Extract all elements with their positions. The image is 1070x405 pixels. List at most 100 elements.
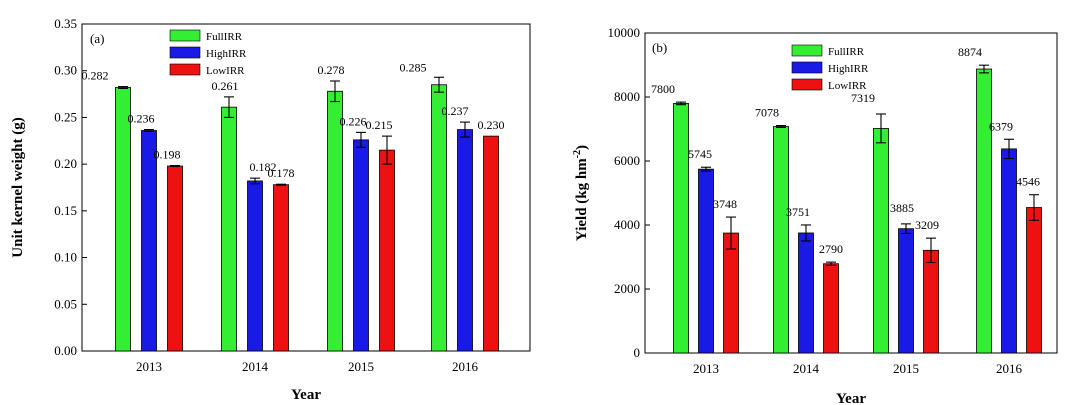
bar-highirr-2013: [698, 168, 714, 354]
bar-lowirr-2015: [379, 149, 395, 352]
error-bar: [901, 223, 911, 235]
error-bar: [144, 129, 154, 132]
error-bar: [876, 113, 886, 144]
error-bar: [356, 131, 366, 148]
panel-label: (a): [90, 31, 104, 46]
error-bar: [330, 80, 340, 103]
bar-fullirr-2013: [115, 87, 131, 352]
y-tick-label: 0.35: [54, 16, 77, 31]
data-label: 0.178: [268, 166, 295, 180]
data-label: 0.278: [318, 63, 345, 77]
error-bar: [979, 64, 989, 74]
bar-lowirr-2013: [167, 165, 183, 352]
y-axis-title-main: Unit kernel weight (g): [10, 117, 26, 257]
data-label: 7319: [851, 91, 875, 105]
bar-fullirr-2014: [221, 106, 237, 352]
data-label: 0.237: [442, 104, 469, 118]
bar-fullirr-2015: [873, 127, 889, 354]
bar-lowirr-2014: [823, 263, 839, 354]
y-tick-label: 0.05: [54, 296, 77, 311]
x-tick-label: 2015: [348, 359, 374, 374]
bar-fullirr-2016: [976, 68, 992, 354]
error-bar: [434, 76, 444, 93]
y-axis-title-superscript: -2: [572, 150, 583, 158]
data-label: 8874: [958, 45, 982, 59]
bar-fullirr-2013: [673, 103, 689, 354]
y-tick-label: 2000: [614, 281, 640, 296]
bar-fullirr-2014: [773, 126, 789, 354]
data-label: 4546: [1016, 175, 1040, 189]
data-label: 6379: [989, 119, 1013, 133]
error-bar: [826, 261, 836, 266]
bar-highirr-2016: [1001, 148, 1017, 354]
error-bar: [460, 121, 470, 138]
error-bar: [1004, 138, 1014, 160]
x-tick-label: 2015: [893, 361, 919, 376]
bar-highirr-2015: [898, 228, 914, 354]
legend-label: FullIRR: [828, 46, 865, 58]
x-tick-label: 2013: [136, 359, 162, 374]
error-bar: [926, 237, 936, 264]
y-axis-title-end: ): [574, 145, 590, 150]
bar-highirr-2013: [141, 130, 157, 352]
data-label: 0.215: [366, 118, 393, 132]
data-label: 0.261: [212, 79, 239, 93]
data-label: 3748: [713, 197, 737, 211]
legend-label: LowIRR: [828, 80, 867, 92]
x-tick-label: 2013: [693, 361, 719, 376]
data-label: 0.198: [154, 148, 181, 162]
error-bar: [224, 96, 234, 118]
legend-label: LowIRR: [206, 65, 245, 77]
legend-label: FullIRR: [206, 31, 243, 43]
legend-label: HighIRR: [828, 63, 869, 75]
bar-lowirr-2014: [273, 184, 289, 352]
legend-swatch: [791, 44, 823, 57]
y-tick-label: 0: [634, 345, 641, 360]
error-bar: [276, 183, 286, 186]
bar-fullirr-2016: [431, 84, 447, 352]
bar-lowirr-2016: [483, 135, 499, 352]
legend-swatch: [791, 78, 823, 91]
data-label: 5745: [688, 147, 712, 161]
y-tick-label: 4000: [614, 217, 640, 232]
x-tick-label: 2014: [793, 361, 820, 376]
error-bar: [250, 177, 260, 185]
x-tick-label: 2016: [996, 361, 1023, 376]
data-label: 0.226: [340, 114, 367, 128]
y-tick-label: 0.20: [54, 156, 77, 171]
y-tick-label: 0.10: [54, 250, 77, 265]
legend-swatch: [169, 46, 201, 59]
data-label: 0.182: [250, 160, 277, 174]
y-tick-label: 0.00: [54, 343, 77, 358]
y-tick-label: 10000: [608, 25, 641, 40]
bar-lowirr-2013: [723, 232, 739, 354]
bar-highirr-2015: [353, 139, 369, 352]
bar-highirr-2014: [798, 232, 814, 354]
bar-highirr-2014: [247, 180, 263, 352]
error-bar: [801, 224, 811, 242]
error-bar: [170, 164, 180, 168]
data-label: 0.236: [128, 112, 155, 126]
y-tick-label: 0.15: [54, 203, 77, 218]
legend-swatch: [169, 63, 201, 76]
chart-panel-b: 0 2000 4000 6000 8000 10000 2013 2014 2015 2016 78…: [572, 25, 1058, 405]
panel-label: (b): [652, 40, 667, 55]
error-bar: [676, 101, 686, 106]
error-bar: [776, 124, 786, 129]
chart-panel-a: 0.00 0.05 0.10 0.15 0.20 0.25 0.30 0.35 2013 2014…: [10, 16, 531, 403]
bar-fullirr-2015: [327, 90, 343, 352]
x-tick-label: 2014: [242, 359, 269, 374]
legend-swatch: [169, 29, 201, 42]
data-label: 3209: [915, 218, 939, 232]
legend-entry-fullirr: FullIRR: [791, 44, 865, 58]
data-label: 0.285: [400, 60, 427, 74]
y-axis-title-main: Yield (kg hm: [574, 158, 590, 241]
bar-highirr-2016: [457, 129, 473, 352]
y-axis-title: Unit kernel weight (g): [10, 117, 26, 257]
x-axis-title: Year: [836, 391, 866, 405]
x-axis-title: Year: [291, 387, 321, 403]
y-tick-label: 6000: [614, 153, 640, 168]
legend-entry-highirr: HighIRR: [169, 46, 247, 60]
data-label: 3751: [786, 205, 810, 219]
